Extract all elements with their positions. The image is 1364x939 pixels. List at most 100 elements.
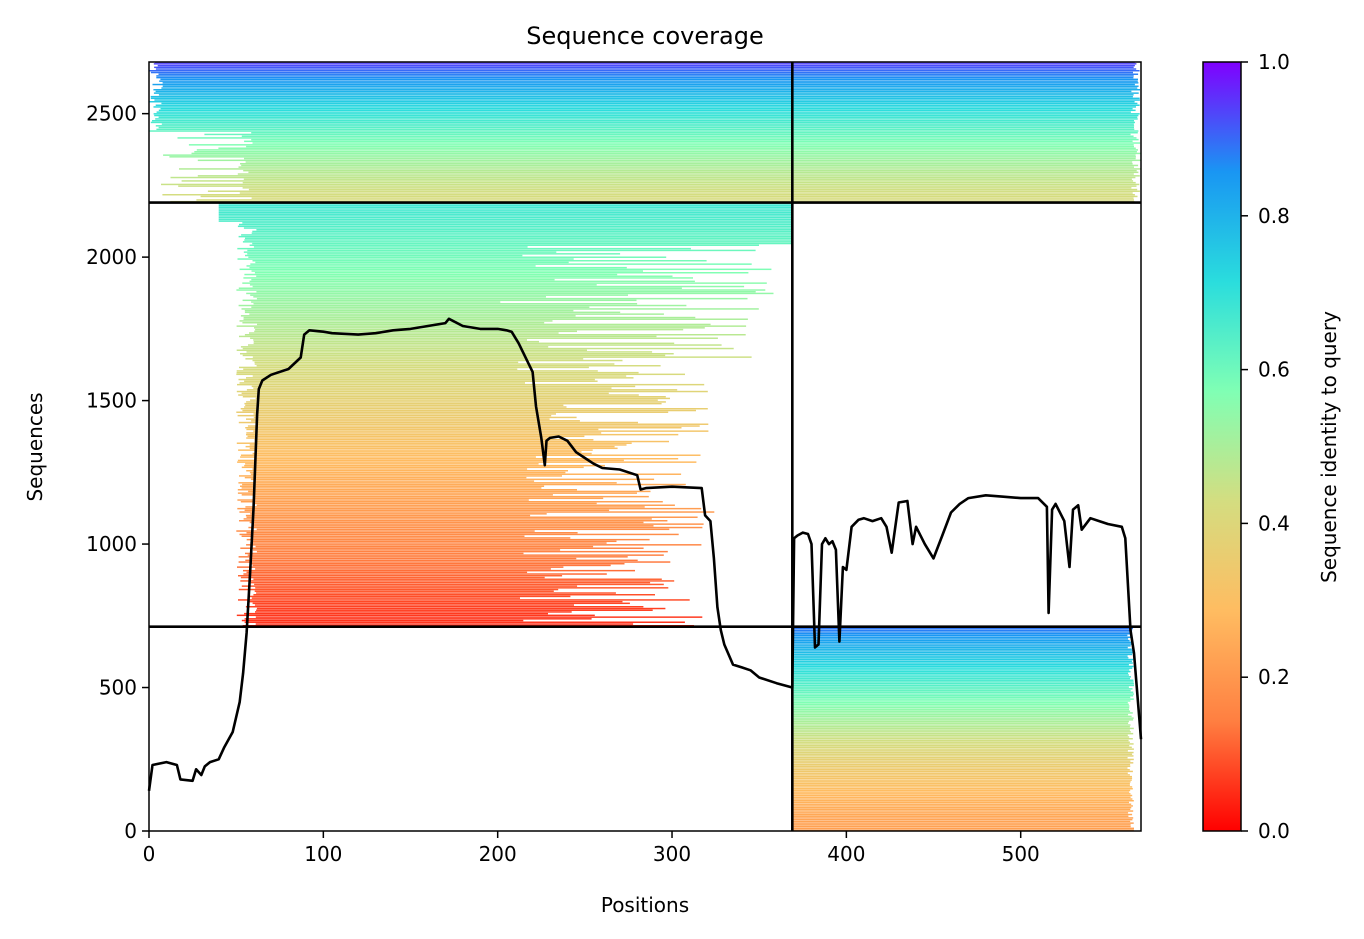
heat-row bbox=[251, 132, 1138, 134]
heat-row bbox=[247, 435, 585, 438]
heat-row bbox=[252, 242, 793, 245]
heat-row bbox=[792, 777, 1133, 780]
heat-row bbox=[158, 116, 1138, 118]
heat-row bbox=[159, 80, 1138, 82]
heat-row bbox=[792, 812, 1129, 814]
heat-row bbox=[244, 309, 574, 312]
heat-row bbox=[792, 715, 1132, 718]
heat-row bbox=[246, 544, 702, 546]
heat-row bbox=[237, 247, 691, 250]
colorbar-tick-label: 0.2 bbox=[1258, 665, 1290, 689]
heat-row bbox=[251, 301, 501, 303]
heat-block-2 bbox=[218, 201, 793, 627]
heat-row bbox=[238, 599, 690, 601]
heat-row bbox=[257, 323, 711, 326]
heat-row bbox=[240, 454, 701, 456]
heat-row bbox=[792, 731, 1131, 733]
heat-row bbox=[244, 621, 685, 623]
heat-row bbox=[245, 514, 531, 517]
heat-row bbox=[240, 163, 1133, 165]
heat-row bbox=[254, 330, 577, 333]
heat-row bbox=[241, 535, 525, 537]
heat-row bbox=[218, 216, 793, 219]
heat-row bbox=[163, 154, 1136, 156]
y-axis-label: Sequences bbox=[23, 392, 47, 501]
heat-row bbox=[792, 732, 1134, 735]
plot-frame bbox=[148, 61, 1142, 832]
heat-row bbox=[238, 394, 639, 396]
heat-row bbox=[240, 315, 576, 317]
heat-row bbox=[792, 665, 1134, 668]
heat-row bbox=[249, 471, 566, 474]
y-tick-label: 1500 bbox=[86, 389, 137, 413]
heat-row bbox=[256, 607, 666, 610]
heat-row bbox=[239, 320, 553, 322]
heat-row bbox=[254, 363, 615, 365]
heat-row bbox=[792, 770, 1133, 773]
heat-row bbox=[204, 133, 1131, 136]
heat-row bbox=[792, 712, 1133, 714]
heat-row bbox=[792, 820, 1131, 823]
heat-row bbox=[245, 237, 793, 240]
heat-row bbox=[792, 775, 1132, 778]
heat-row bbox=[792, 738, 1133, 740]
heat-row bbox=[792, 707, 1130, 709]
x-tick-label: 400 bbox=[827, 842, 865, 866]
heat-row bbox=[218, 210, 793, 212]
heat-row bbox=[792, 769, 1130, 771]
heat-row bbox=[792, 651, 1134, 654]
heat-row bbox=[246, 433, 679, 436]
heat-row bbox=[162, 194, 1135, 196]
heat-row bbox=[241, 234, 793, 236]
heat-row bbox=[253, 303, 638, 305]
heat-row bbox=[243, 277, 693, 279]
heat-row bbox=[241, 164, 1139, 167]
heat-row bbox=[253, 342, 675, 345]
heat-row bbox=[792, 803, 1132, 805]
heat-row bbox=[156, 128, 1135, 131]
heat-row bbox=[792, 808, 1131, 811]
heat-row bbox=[218, 220, 793, 222]
heat-row bbox=[255, 328, 684, 331]
heat-row bbox=[237, 459, 624, 462]
heat-row bbox=[155, 90, 1132, 93]
heat-row bbox=[254, 439, 594, 441]
heat-row bbox=[237, 173, 1134, 175]
heat-row bbox=[250, 473, 682, 475]
heat-row bbox=[792, 639, 1130, 642]
heat-row bbox=[249, 557, 577, 560]
heat-row bbox=[792, 689, 1131, 692]
heat-row bbox=[218, 203, 793, 205]
heat-row bbox=[251, 278, 555, 281]
heat-row bbox=[242, 347, 734, 350]
heat-row bbox=[792, 705, 1130, 707]
heat-row bbox=[150, 97, 1140, 100]
heat-row bbox=[250, 542, 607, 544]
heat-row bbox=[236, 349, 587, 351]
heat-row bbox=[244, 406, 567, 408]
heat-row bbox=[792, 729, 1130, 731]
heat-row bbox=[792, 719, 1134, 721]
heat-row bbox=[792, 805, 1133, 807]
heat-row bbox=[238, 449, 593, 451]
heat-row bbox=[243, 178, 1132, 180]
heat-row bbox=[792, 822, 1134, 824]
heat-row bbox=[246, 389, 678, 391]
heat-row bbox=[792, 824, 1131, 826]
heat-row bbox=[238, 287, 682, 289]
heat-row bbox=[792, 634, 1128, 637]
heat-row bbox=[254, 590, 554, 592]
heat-row bbox=[792, 786, 1133, 788]
x-tick-label: 300 bbox=[653, 842, 691, 866]
heat-row bbox=[252, 452, 592, 455]
heat-row bbox=[792, 743, 1134, 745]
heat-row bbox=[244, 273, 618, 276]
heat-row bbox=[238, 556, 628, 558]
heat-row bbox=[194, 151, 1137, 153]
heat-row bbox=[792, 782, 1130, 785]
heat-row bbox=[246, 516, 698, 518]
heat-row bbox=[792, 708, 1129, 711]
heat-row bbox=[251, 597, 521, 599]
heat-row bbox=[149, 70, 1140, 72]
heat-row bbox=[238, 588, 559, 591]
